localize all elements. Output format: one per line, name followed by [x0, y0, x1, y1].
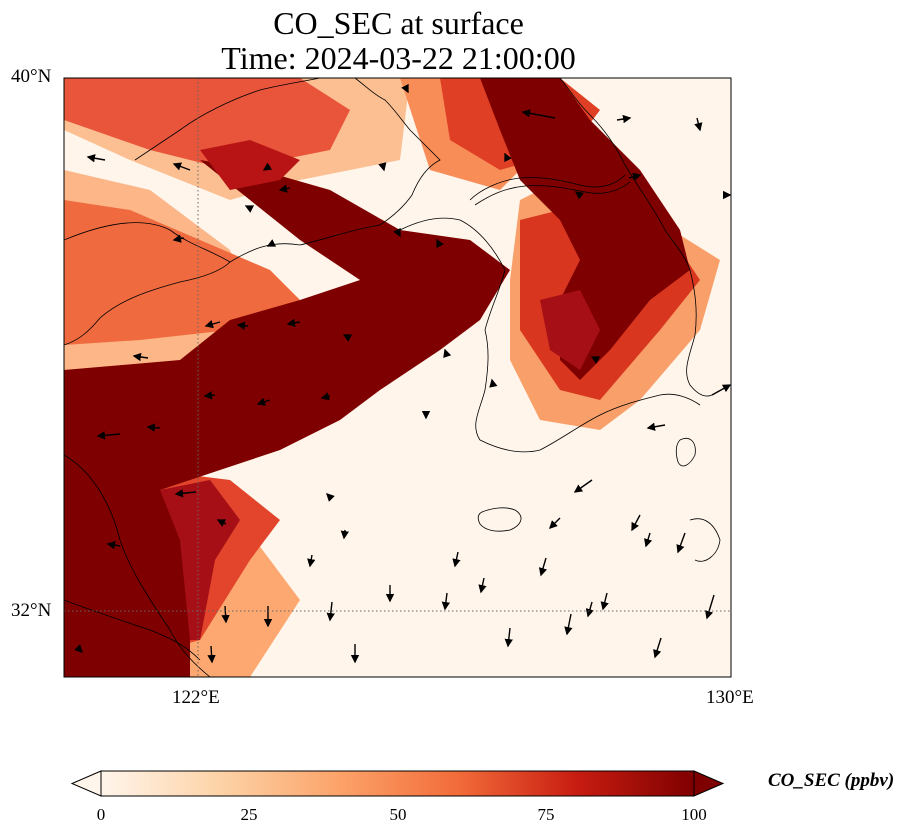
wind-arrow: [573, 479, 593, 493]
wind-arrow: [96, 431, 121, 440]
wind-arrow: [616, 114, 632, 124]
wind-arrow: [174, 489, 197, 498]
wind-arrow: [711, 384, 731, 396]
wind-arrow: [564, 613, 573, 636]
wind-arrow: [307, 554, 316, 568]
coastlines: [64, 78, 721, 677]
wind-arrow: [326, 493, 335, 502]
wind-arrow: [320, 392, 331, 401]
wind-arrow: [393, 227, 401, 238]
wind-arrow: [278, 184, 291, 193]
wind-arrow: [644, 532, 653, 548]
wind-arrow: [489, 378, 498, 388]
wind-arrow: [216, 519, 227, 527]
wind-arrow: [646, 422, 666, 431]
wind-arrow: [585, 601, 594, 618]
colorbar: [70, 770, 725, 797]
wind-arrow: [436, 238, 444, 249]
lon-tick-122e: 122°E: [172, 687, 220, 708]
wind-arrow: [600, 592, 609, 611]
wind-arrow: [653, 637, 662, 659]
wind-arrow: [504, 627, 513, 648]
wind-arrow: [504, 152, 512, 163]
wind-arrow: [441, 592, 451, 611]
wind-arrow: [172, 162, 191, 171]
wind-arrow: [256, 397, 271, 406]
wind-arrow: [74, 644, 83, 653]
wind-arrow: [443, 348, 452, 358]
map-title: CO_SEC at surface: [273, 5, 524, 41]
wind-arrow: [378, 162, 387, 172]
lat-tick-40n: 40°N: [11, 66, 52, 87]
colorbar-label: CO_SEC (ppbv): [768, 770, 895, 791]
wind-arrow: [676, 532, 686, 554]
wind-arrow: [478, 577, 487, 594]
wind-arrow: [574, 191, 585, 200]
wind-arrow: [694, 117, 703, 132]
wind-arrow: [286, 318, 301, 327]
wind-arrow: [146, 423, 161, 432]
map-time: Time: 2024-03-22 21:00:00: [221, 40, 576, 76]
wind-arrow: [340, 529, 350, 540]
wind-arrow: [172, 234, 185, 243]
wind-arrow: [628, 172, 642, 181]
colorbar-tick-50: 50: [389, 805, 407, 824]
map-frame: [63, 77, 732, 678]
wind-arrow: [204, 320, 221, 329]
wind-arrow: [203, 391, 216, 400]
wind-arrow: [326, 601, 335, 622]
wind-arrow: [86, 154, 106, 163]
co-concentration-field: [64, 78, 731, 677]
wind-vectors: [74, 83, 731, 664]
colorbar-tick-100: 100: [681, 805, 707, 824]
wind-arrow: [401, 83, 409, 94]
wind-arrow: [244, 205, 255, 213]
wind-arrow: [262, 162, 273, 171]
wind-arrow: [207, 645, 216, 664]
wind-arrow: [236, 321, 249, 330]
wind-arrow: [221, 605, 230, 624]
lon-tick-130e: 130°E: [706, 687, 754, 708]
wind-arrow: [549, 517, 561, 529]
colorbar-tick-75: 75: [537, 805, 555, 824]
colorbar-tick-0: 0: [96, 805, 106, 824]
colorbar-tick-25: 25: [240, 805, 258, 824]
wind-arrow: [266, 239, 277, 247]
wind-arrow: [452, 551, 461, 568]
wind-arrow: [106, 541, 121, 550]
wind-arrow: [705, 594, 715, 620]
lat-tick-32n: 32°N: [11, 600, 52, 621]
wind-arrow: [342, 334, 353, 342]
wind-arrow: [521, 109, 556, 119]
wind-arrow: [590, 356, 601, 364]
wind-arrow: [538, 557, 548, 577]
wind-arrow: [132, 352, 149, 362]
wind-arrow: [631, 514, 641, 532]
